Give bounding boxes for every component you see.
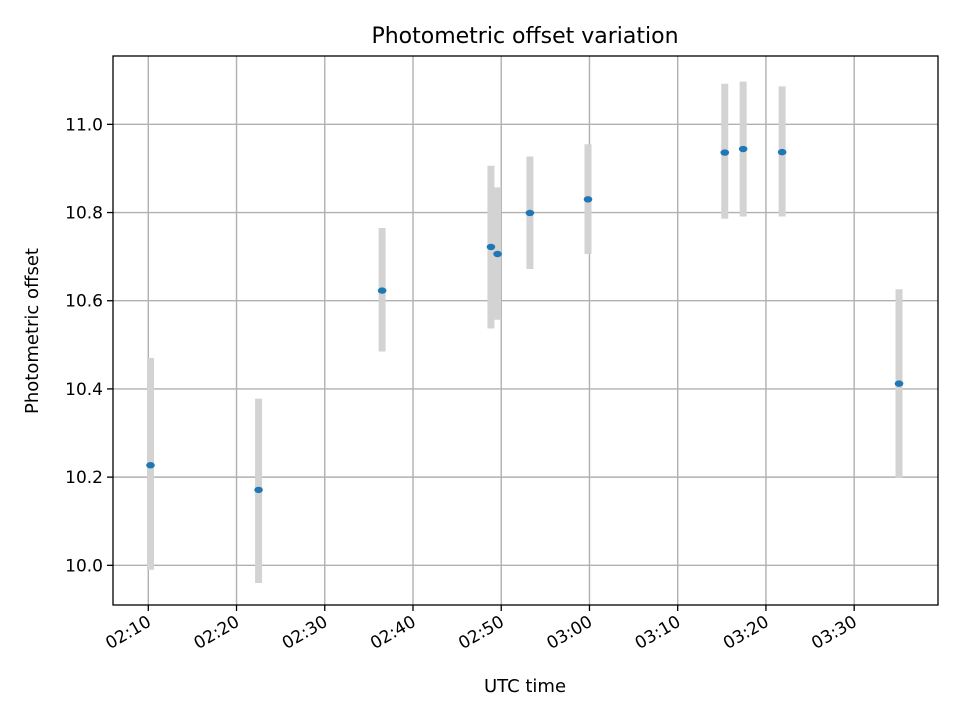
- x-tick-label: 02:50: [455, 612, 507, 654]
- data-point: [738, 145, 748, 153]
- data-points: [146, 145, 904, 494]
- x-tick-label: 03:20: [720, 612, 772, 654]
- y-tick-label: 10.4: [65, 380, 103, 400]
- data-point: [777, 148, 787, 156]
- x-axis-label: UTC time: [484, 676, 566, 697]
- data-point: [583, 196, 593, 203]
- data-point: [720, 149, 730, 156]
- plot-frame: [112, 55, 939, 606]
- chart-title: Photometric offset variation: [371, 24, 678, 49]
- x-tick-label: 02:40: [367, 612, 419, 654]
- y-axis-label: Photometric offset: [22, 248, 43, 414]
- data-point: [146, 462, 155, 469]
- y-tick-label: 10.6: [65, 292, 103, 312]
- x-tick-label: 03:00: [544, 612, 596, 654]
- x-tick-label: 03:30: [808, 612, 860, 654]
- y-tick-label: 10.8: [65, 204, 103, 224]
- y-tick-label: 10.0: [65, 556, 103, 576]
- y-axis: 10.0 10.2 10.4 10.6 10.8 11.0: [65, 115, 113, 576]
- data-point: [254, 486, 263, 494]
- data-point: [493, 250, 502, 258]
- error-bars: [147, 81, 903, 583]
- data-point: [525, 209, 535, 217]
- y-tick-label: 10.2: [65, 468, 103, 488]
- x-tick-label: 02:20: [191, 612, 243, 654]
- grid: [113, 56, 938, 605]
- x-tick-label: 02:10: [102, 612, 154, 654]
- x-tick-label: 02:30: [279, 612, 331, 654]
- data-point: [377, 287, 387, 294]
- data-point: [894, 380, 904, 387]
- y-tick-label: 11.0: [65, 115, 103, 135]
- data-point: [486, 243, 496, 251]
- x-axis: 02:10 02:20 02:30 02:40 02:50 03:00 03:10 03:20…: [102, 605, 861, 654]
- x-tick-label: 03:10: [632, 612, 684, 654]
